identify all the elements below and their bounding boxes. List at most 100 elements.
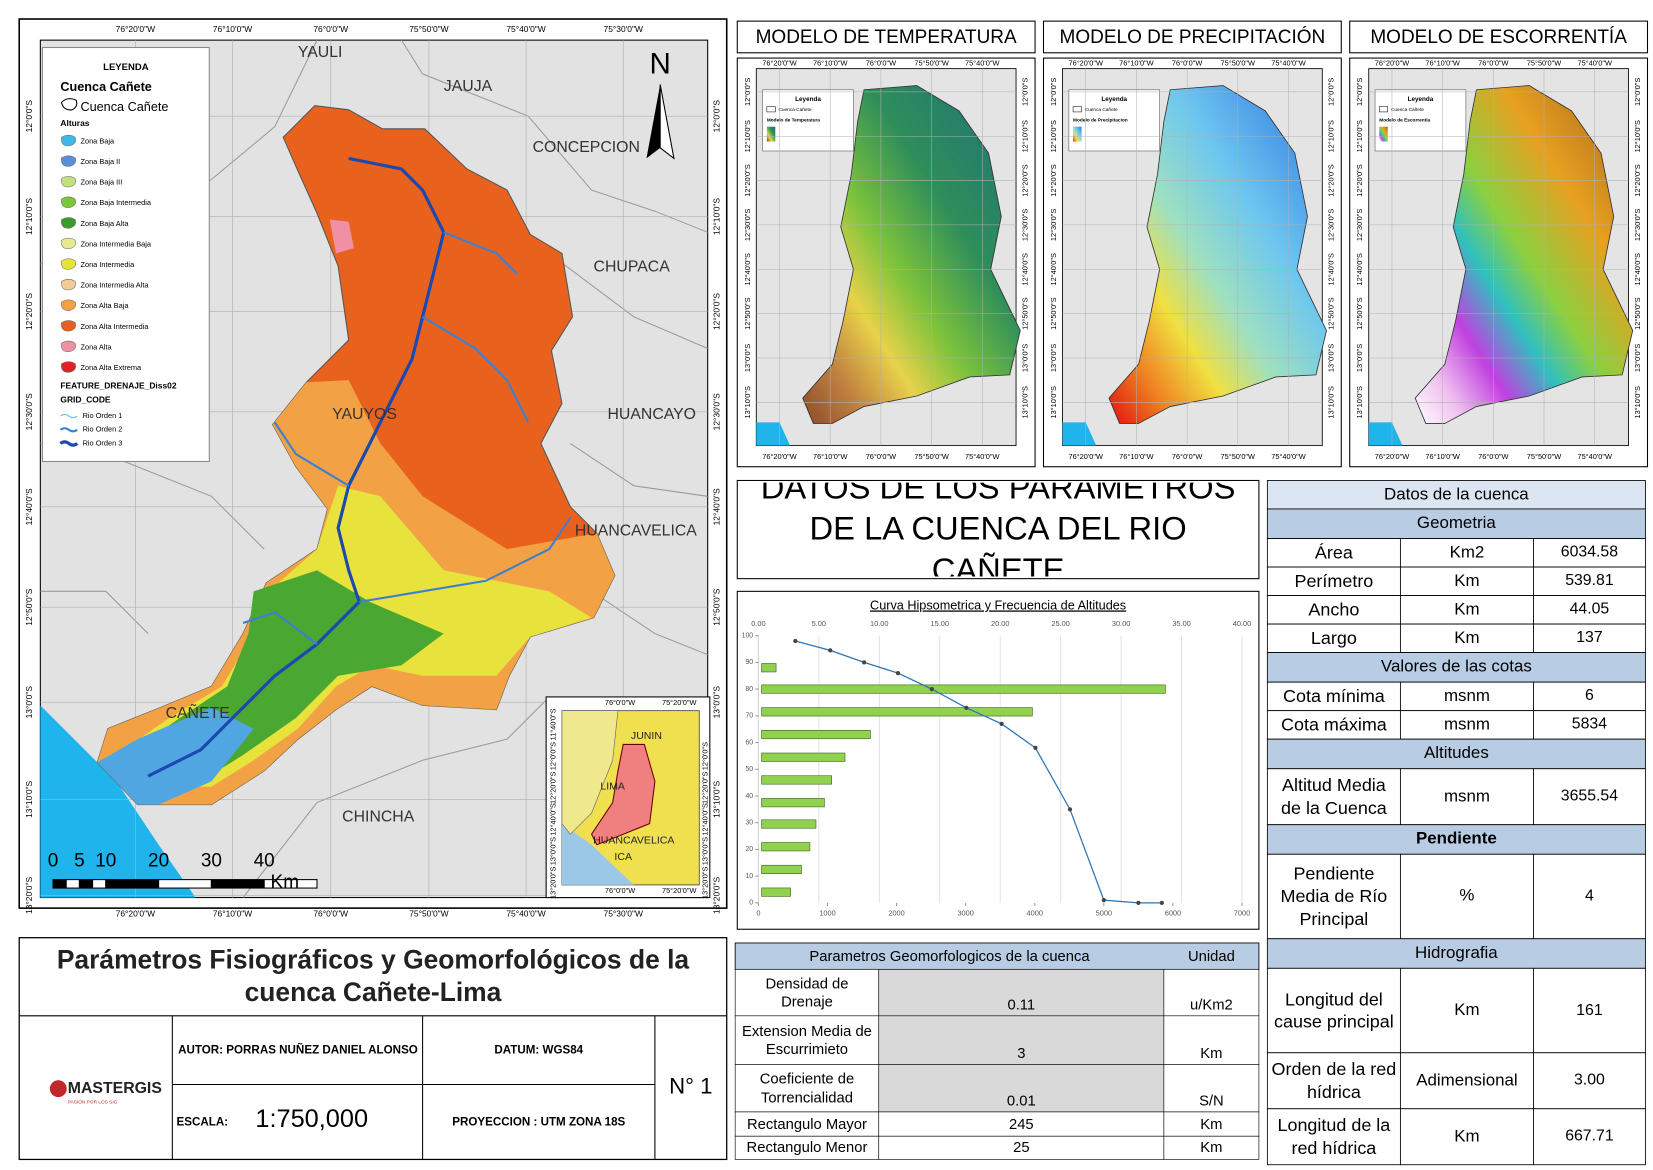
lon-label: 75°50'0"W bbox=[409, 909, 448, 919]
geo-cell-text: Km bbox=[1200, 1139, 1222, 1156]
lat-label: 13°0'0"S bbox=[24, 686, 34, 719]
panel-legend-item: Modelo de Escorrentia bbox=[1379, 118, 1430, 124]
table-cell-text-text: Km bbox=[1454, 1127, 1480, 1146]
table-title: Datos de la cuenca bbox=[1384, 485, 1529, 503]
panel-sea bbox=[756, 422, 791, 446]
section-heading: Valores de las cotas bbox=[1380, 657, 1532, 676]
x-tick-label: 2000 bbox=[888, 908, 904, 917]
panel-lon: 76°20'0"W bbox=[762, 58, 796, 67]
geo-cell-text: Rectangulo Mayor bbox=[746, 1114, 867, 1132]
lon-label: 75°50'0"W bbox=[409, 24, 448, 34]
panel-lat: 12°0'0"S bbox=[743, 78, 752, 106]
table-cell-text: Pendiente Media de Río Principal bbox=[1280, 864, 1387, 929]
lon-label: 76°10'0"W bbox=[213, 24, 252, 34]
geo-header: Parametros Geomorfologicos de la cuenca bbox=[809, 947, 1089, 964]
panel-lat: 12°40'0"S bbox=[743, 253, 752, 285]
lat-label: 13°20'0"S bbox=[711, 877, 721, 914]
panel-sea bbox=[1062, 422, 1097, 446]
legend-swatch bbox=[61, 217, 76, 229]
inset-lat: 12°0'0"S bbox=[548, 742, 557, 770]
summary-title-text: DATOS DE LOS PARAMETROS DE LA CUENCA DEL… bbox=[760, 482, 1236, 577]
table-cell-text-text: Orden de la red hídrica bbox=[1271, 1059, 1397, 1102]
bar bbox=[761, 842, 811, 852]
section-heading-text: Altitudes bbox=[1423, 744, 1489, 763]
scale-value: 1:750,000 bbox=[255, 1105, 368, 1133]
panel-lat: 12°20'0"S bbox=[1633, 164, 1642, 196]
legend-swatch bbox=[61, 134, 76, 147]
legend-swatch bbox=[61, 258, 76, 270]
river bbox=[242, 611, 318, 645]
inset-lat: 12°20'0"S bbox=[548, 771, 557, 803]
panel-lat: 12°50'0"S bbox=[1021, 297, 1030, 329]
lon-label: 75°30'0"W bbox=[604, 909, 643, 919]
table-header-bg bbox=[1266, 480, 1646, 510]
panel-lat: 13°0'0"S bbox=[743, 344, 752, 372]
panel-lat: 13°10'0"S bbox=[1327, 386, 1336, 418]
geo-cell-text: 0.11 bbox=[1007, 995, 1036, 1013]
table-cell-text: 539.81 bbox=[1565, 571, 1613, 589]
panel-lat: 12°20'0"S bbox=[743, 164, 752, 196]
panel-lat: 12°50'0"S bbox=[1049, 297, 1058, 329]
geo-cell-text: 245 bbox=[1009, 1115, 1034, 1132]
panel-lon: 76°20'0"W bbox=[1069, 452, 1103, 461]
scale-segment bbox=[92, 879, 107, 889]
panel-lon: 75°50'0"W bbox=[1527, 58, 1561, 67]
panel-lat: 12°10'0"S bbox=[1021, 120, 1030, 152]
geo-cell-text-text: 0.11 bbox=[1007, 995, 1036, 1013]
author: AUTOR: PORRAS NUÑEZ DANIEL ALONSO bbox=[178, 1044, 418, 1057]
panel-legend-title: Leyenda bbox=[1408, 96, 1434, 103]
x2-tick-label: 0.00 bbox=[751, 619, 765, 628]
geo-cell-text: Km bbox=[1200, 1114, 1223, 1132]
geo-cell-text: Extension Media de Escurrimieto bbox=[742, 1022, 872, 1057]
legend-swatch bbox=[61, 279, 76, 291]
lat-label: 12°40'0"S bbox=[711, 488, 721, 525]
legend-heading: Alturas bbox=[60, 118, 89, 128]
table-cell-text: Ancho bbox=[1308, 600, 1359, 620]
geo-cell-text-text: Rectangulo Menor bbox=[746, 1138, 868, 1156]
panel-lat: 12°20'0"S bbox=[1049, 164, 1058, 196]
section-heading-text: Valores de las cotas bbox=[1380, 657, 1532, 676]
inset-lon: 75°20'0"W bbox=[662, 698, 696, 707]
place-label: YAULI bbox=[298, 44, 343, 61]
datum: DATUM: WGS84 bbox=[494, 1044, 583, 1057]
table-cell-text-text: Km bbox=[1454, 571, 1480, 590]
x2-tick-label: 40.00 bbox=[1233, 619, 1251, 628]
legend-item: Zona Intermedia Baja bbox=[80, 239, 151, 248]
panel-lat: 12°30'0"S bbox=[1633, 209, 1642, 241]
panel-title: MODELO DE ESCORRENTÍA bbox=[1370, 27, 1627, 48]
bar bbox=[761, 707, 1033, 717]
legend-basin-icon bbox=[60, 98, 78, 111]
panel-lon: 76°0'0"W bbox=[1172, 452, 1202, 461]
bar bbox=[761, 684, 1166, 694]
panel-lon: 76°0'0"W bbox=[1172, 58, 1202, 67]
table-cell bbox=[1533, 1052, 1646, 1110]
geo-cell-text-text: Rectangulo Mayor bbox=[746, 1114, 867, 1132]
table-cell-text: Altitud Media de la Cuenca bbox=[1281, 775, 1387, 818]
curve-point bbox=[1159, 900, 1164, 905]
legend-heading: Cuenca Cañete bbox=[60, 80, 151, 94]
y-tick-label: 30 bbox=[745, 820, 753, 827]
table-cell-text-text: 667.71 bbox=[1565, 1126, 1614, 1145]
inset-label: JUNIN bbox=[631, 730, 662, 742]
geo-cell-text-text: Km bbox=[1200, 1114, 1223, 1132]
panel-lon: 75°40'0"W bbox=[1577, 452, 1611, 461]
table-cell-text: Área bbox=[1315, 543, 1353, 563]
inset-sea bbox=[561, 823, 634, 885]
panel-legend-swatch bbox=[1072, 106, 1082, 113]
section-heading-text: Hidrografia bbox=[1415, 944, 1498, 962]
geo-cell bbox=[734, 969, 880, 1017]
table-cell-text-text: msnm bbox=[1443, 787, 1490, 806]
legend-title: LEYENDA bbox=[103, 62, 149, 73]
bar bbox=[761, 798, 825, 808]
section-heading: Pendiente bbox=[1416, 830, 1497, 848]
panel-lon: 76°10'0"W bbox=[813, 452, 847, 461]
geo-cell-text: 3 bbox=[1017, 1044, 1025, 1061]
table-cell bbox=[1399, 853, 1534, 940]
table-cell-text: 6034.58 bbox=[1561, 543, 1618, 561]
curve-point bbox=[895, 670, 901, 676]
table-cell-text: 667.71 bbox=[1565, 1126, 1614, 1145]
panel-lat: 12°30'0"S bbox=[743, 209, 752, 241]
section-heading: Hidrografia bbox=[1415, 944, 1498, 962]
panel-lat: 12°0'0"S bbox=[1327, 78, 1336, 106]
